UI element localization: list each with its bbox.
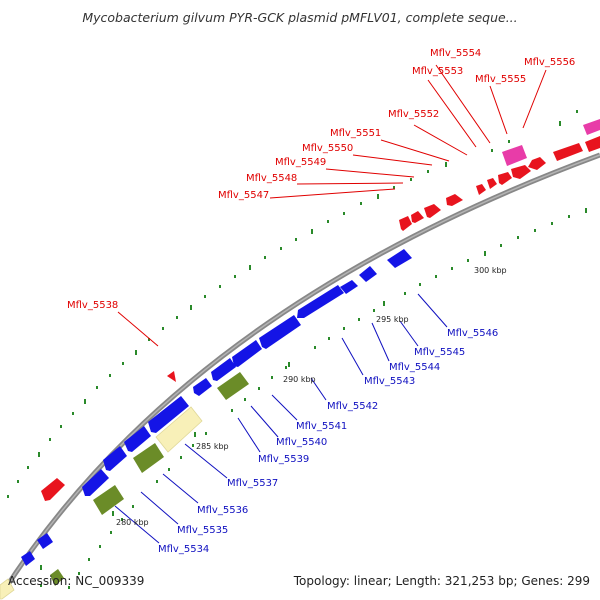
blue-callout-lines — [114, 293, 448, 544]
gene-label[interactable]: Mflv_5553 — [412, 66, 463, 77]
red-gene-labels: Mflv_5554 Mflv_5553 Mflv_5555 Mflv_5556 … — [67, 48, 575, 311]
red-callout-lines — [117, 64, 547, 347]
gene-label[interactable]: Mflv_5544 — [389, 362, 440, 373]
gene-arrow[interactable] — [528, 157, 546, 170]
gene-label[interactable]: Mflv_5538 — [67, 300, 118, 311]
gene-label[interactable]: Mflv_5550 — [302, 143, 353, 154]
gene-arrow[interactable] — [41, 478, 65, 501]
gene-label[interactable]: Mflv_5543 — [364, 376, 415, 387]
gene-arrow[interactable] — [0, 578, 15, 600]
gene-arrow[interactable] — [50, 569, 64, 586]
gene-label[interactable]: Mflv_5552 — [388, 109, 439, 120]
gene-arrow[interactable] — [155, 406, 203, 453]
gene-label[interactable]: Mflv_5555 — [475, 74, 526, 85]
gene-arrow[interactable] — [217, 372, 249, 400]
gene-label[interactable]: Mflv_5548 — [246, 173, 297, 184]
gene-arrow[interactable] — [124, 426, 151, 452]
gene-arrow[interactable] — [103, 446, 127, 471]
kbp-label: 295 kbp — [376, 315, 409, 324]
gene-arrow[interactable] — [93, 485, 124, 515]
gene-label[interactable]: Mflv_5541 — [296, 421, 347, 432]
gene-arrow[interactable] — [259, 315, 301, 349]
gene-arrow[interactable] — [359, 266, 377, 282]
gene-label[interactable]: Mflv_5554 — [430, 48, 481, 59]
gene-arrow[interactable] — [476, 184, 486, 195]
gene-label[interactable]: Mflv_5542 — [327, 401, 378, 412]
gene-arrow[interactable] — [411, 211, 424, 223]
blue-gene-labels: Mflv_5546 Mflv_5545 Mflv_5544 Mflv_5543 … — [158, 328, 498, 555]
kbp-label: 300 kbp — [474, 266, 507, 275]
gene-label[interactable]: Mflv_5534 — [158, 544, 209, 555]
forward-strand-genes — [41, 136, 600, 501]
gene-arrow[interactable] — [148, 396, 189, 433]
outer-tick-ring — [7, 110, 578, 498]
gene-arrow[interactable] — [585, 136, 600, 152]
genome-summary-text: Topology: linear; Length: 321,253 bp; Ge… — [293, 574, 590, 588]
gene-label[interactable]: Mflv_5551 — [330, 128, 381, 139]
kbp-label: 290 kbp — [283, 375, 316, 384]
gene-arrow[interactable] — [37, 533, 53, 549]
gene-label[interactable]: Mflv_5556 — [524, 57, 575, 68]
gene-arrow[interactable] — [424, 204, 441, 218]
gene-label[interactable]: Mflv_5535 — [177, 525, 228, 536]
accession-text: Accession: NC_009339 — [8, 574, 145, 588]
gene-arrow[interactable] — [446, 194, 463, 206]
gene-arrow[interactable] — [82, 469, 109, 496]
gene-arrow[interactable] — [498, 172, 512, 185]
scale-labels: 300 kbp 295 kbp 290 kbp 285 kbp 280 kbp — [116, 266, 507, 527]
gene-arrow[interactable] — [21, 551, 35, 566]
pseudo-genes — [0, 406, 203, 600]
rna-genes — [502, 119, 600, 166]
gene-arrow[interactable] — [133, 443, 164, 473]
gene-arrow[interactable] — [553, 143, 583, 161]
gene-arrow[interactable] — [399, 216, 412, 231]
map-title: Mycobacterium gilvum PYR-GCK plasmid pMF… — [82, 10, 518, 25]
gene-arrow[interactable] — [340, 280, 358, 294]
gene-arrow[interactable] — [502, 145, 527, 166]
gene-label[interactable]: Mflv_5547 — [218, 190, 269, 201]
gene-label[interactable]: Mflv_5536 — [197, 505, 248, 516]
reverse-strand-genes — [21, 249, 412, 566]
gene-arrow[interactable] — [487, 178, 497, 189]
gene-label[interactable]: Mflv_5539 — [258, 454, 309, 465]
gene-label[interactable]: Mflv_5549 — [275, 157, 326, 168]
kbp-label: 285 kbp — [196, 442, 229, 451]
gene-arrow[interactable] — [583, 119, 600, 135]
gene-arrow[interactable] — [297, 285, 344, 318]
gene-arrow[interactable] — [511, 165, 531, 179]
other-genes — [50, 372, 249, 586]
kbp-label: 280 kbp — [116, 518, 149, 527]
gene-arrow[interactable] — [167, 371, 176, 382]
inner-tick-ring — [40, 208, 587, 589]
gene-label[interactable]: Mflv_5546 — [447, 328, 498, 339]
gene-arrow[interactable] — [211, 358, 236, 381]
gene-arrow[interactable] — [193, 378, 212, 396]
gene-arrow[interactable] — [387, 249, 412, 268]
gene-label[interactable]: Mflv_5540 — [276, 437, 327, 448]
gene-label[interactable]: Mflv_5545 — [414, 347, 465, 358]
gene-label[interactable]: Mflv_5537 — [227, 478, 278, 489]
gene-arrow[interactable] — [232, 340, 262, 367]
